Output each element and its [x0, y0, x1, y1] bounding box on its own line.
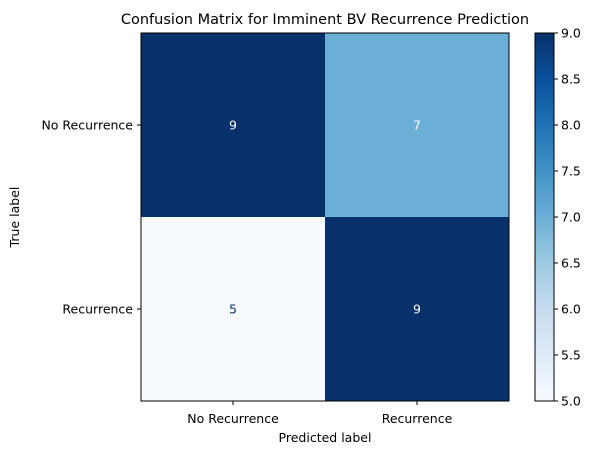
x-tick-label: Recurrence: [382, 411, 453, 426]
colorbar-tick-label: 7.0: [561, 210, 581, 225]
cell-value-0-1: 7: [413, 118, 421, 133]
heatmap-cells: [141, 33, 509, 401]
colorbar-tick-label: 9.0: [561, 26, 581, 41]
colorbar-tick-label: 8.5: [561, 72, 581, 87]
y-tick-label: No Recurrence: [41, 118, 133, 133]
heatmap-cell-1-1: [325, 217, 509, 401]
chart-title: Confusion Matrix for Imminent BV Recurre…: [121, 12, 529, 28]
colorbar: [534, 32, 555, 402]
colorbar-tick-label: 5.0: [561, 394, 581, 409]
colorbar-axis: 5.0 5.5 6.0 6.5 7.0 7.5 8.0 8.5 9.0: [554, 26, 581, 409]
y-axis-label: True label: [7, 187, 22, 249]
y-axis: No Recurrence Recurrence: [41, 118, 141, 317]
colorbar-tick-label: 5.5: [561, 348, 581, 363]
colorbar-tick-label: 6.5: [561, 256, 581, 271]
heatmap-cell-0-1: [325, 33, 509, 217]
x-axis: No Recurrence Recurrence: [187, 401, 453, 426]
cell-value-1-1: 9: [413, 302, 421, 317]
heatmap-cell-labels: 9 7 5 9: [229, 118, 421, 317]
cell-value-1-0: 5: [229, 302, 237, 317]
colorbar-tick-label: 7.5: [561, 164, 581, 179]
colorbar-tick-label: 6.0: [561, 302, 581, 317]
heatmap-cell-0-0: [141, 33, 325, 217]
cell-value-0-0: 9: [229, 118, 237, 133]
heatmap-cell-1-0: [141, 217, 325, 401]
y-tick-label: Recurrence: [62, 302, 133, 317]
colorbar-tick-label: 8.0: [561, 118, 581, 133]
x-axis-label: Predicted label: [279, 430, 372, 445]
plot-frame: [140, 32, 510, 402]
x-tick-label: No Recurrence: [187, 411, 279, 426]
